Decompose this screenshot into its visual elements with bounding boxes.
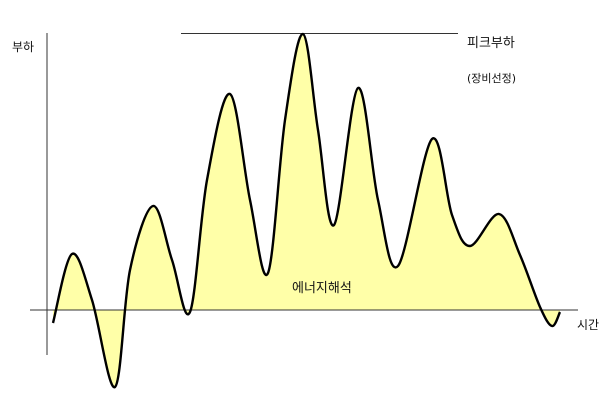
peak-load-label: 피크부하 (467, 36, 515, 51)
x-axis-label: 시간 (577, 318, 600, 332)
y-axis-label: 부하 (12, 40, 35, 54)
energy-area (53, 33, 560, 388)
energy-analysis-label: 에너지해석 (292, 281, 352, 296)
load-curve (51, 32, 562, 389)
peak-load-note: (장비선정) (467, 72, 517, 85)
